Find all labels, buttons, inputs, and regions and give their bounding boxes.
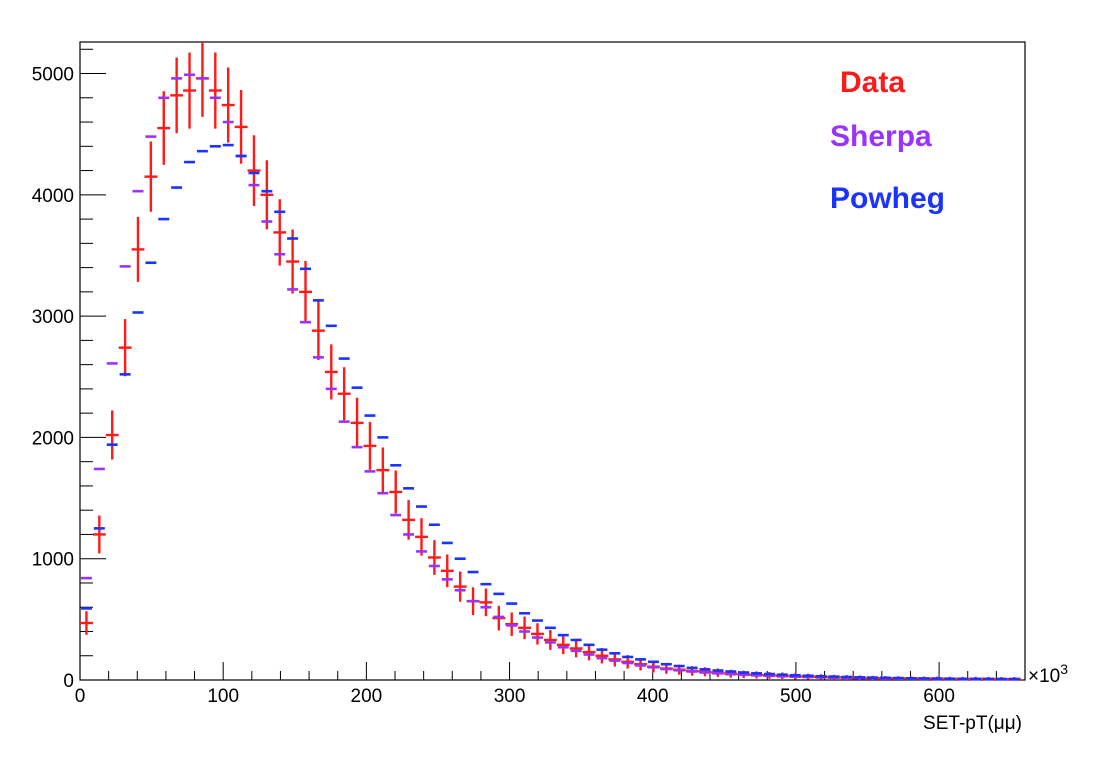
y-tick-labels: 0 1000 2000 3000 4000 5000	[32, 65, 74, 692]
x-tick-label: 0	[75, 686, 86, 707]
x-axis-multiplier-exponent: 3	[1060, 661, 1068, 677]
data-point-data	[324, 344, 338, 400]
data-point-data	[170, 57, 184, 134]
data-point-data	[543, 630, 557, 650]
data-point-data	[350, 397, 364, 448]
data-point-data	[427, 540, 441, 575]
data-point-data	[556, 635, 570, 655]
plot-frame	[79, 41, 1026, 681]
data-point-data	[479, 588, 493, 617]
x-tick-label: 100	[207, 686, 239, 707]
x-tick-label: 300	[494, 686, 526, 707]
legend-entry-powheg: Powheg	[830, 182, 945, 215]
data-point-data	[299, 260, 312, 323]
legend-entry-data: Data	[840, 66, 905, 99]
x-tick-label: 200	[351, 686, 383, 707]
series-sherpa	[80, 73, 1020, 681]
data-point-data	[183, 52, 196, 129]
data-point-data	[569, 639, 583, 658]
y-tick-label: 1000	[32, 550, 74, 571]
series-powheg	[80, 143, 1020, 681]
data-point-data	[440, 554, 454, 588]
data-point-data	[337, 367, 351, 421]
data-point-data	[531, 623, 544, 645]
x-tick-label: 600	[923, 686, 955, 707]
data-point-data	[415, 518, 428, 556]
data-point-data	[80, 611, 93, 635]
data-point-data	[260, 160, 274, 230]
y-tick-label: 4000	[32, 186, 74, 207]
x-tick-label: 400	[637, 686, 669, 707]
data-point-data	[376, 447, 390, 493]
x-axis-title: SET-pT(μμ)	[923, 713, 1022, 734]
y-tick-label: 2000	[32, 428, 74, 449]
data-point-data	[518, 616, 532, 640]
data-point-data	[92, 515, 106, 554]
legend: Data Sherpa Powheg	[830, 66, 945, 215]
data-point-data	[247, 135, 261, 206]
series-layer	[80, 42, 1021, 681]
data-point-data	[402, 500, 416, 540]
y-tick-label: 0	[63, 671, 74, 692]
legend-entry-sherpa: Sherpa	[830, 120, 932, 153]
x-axis-multiplier-base: ×10	[1028, 666, 1060, 687]
data-point-data	[389, 470, 403, 514]
y-tick-label: 3000	[32, 307, 74, 328]
data-point-data	[582, 643, 596, 661]
data-point-data	[311, 301, 325, 360]
x-axis-multiplier: ×103	[1028, 661, 1068, 687]
data-point-data	[273, 199, 287, 266]
data-point-data	[131, 216, 145, 282]
data-point-data	[286, 229, 300, 294]
data-point-data	[221, 67, 235, 143]
data-point-data	[453, 571, 467, 602]
data-point-data	[234, 90, 248, 164]
data-point-data	[157, 91, 171, 165]
axis-ticks	[79, 48, 997, 681]
data-point-data	[208, 52, 222, 129]
x-tick-label: 500	[780, 686, 812, 707]
x-tick-labels: 0 100 200 300 400 500 600	[75, 686, 955, 707]
data-point-data	[105, 410, 119, 460]
data-point-data	[118, 319, 132, 377]
data-point-data	[144, 141, 158, 212]
y-tick-label: 5000	[32, 65, 74, 86]
data-point-data	[363, 421, 377, 470]
